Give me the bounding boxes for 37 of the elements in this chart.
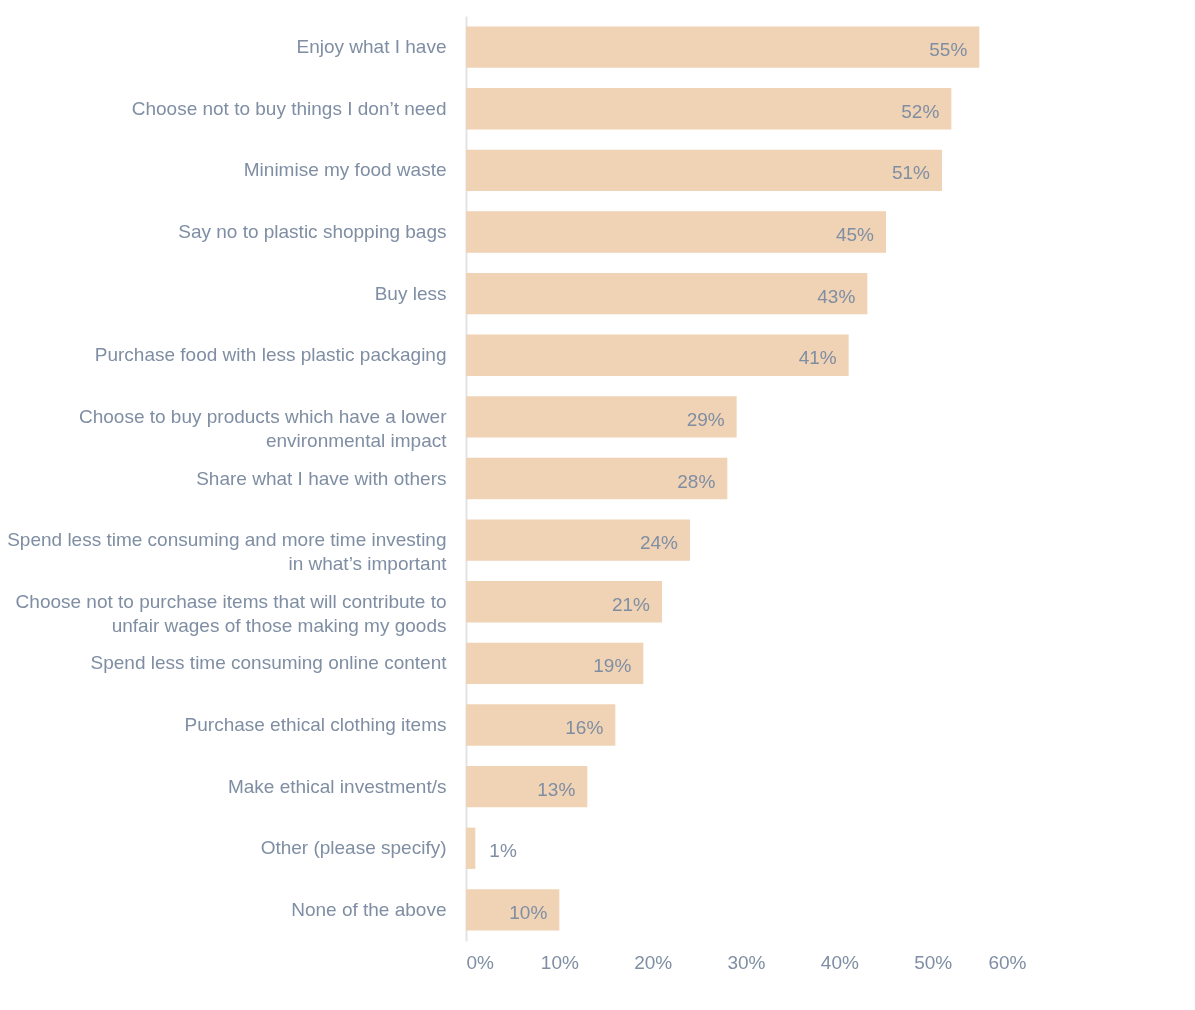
y-tick-label: Choose not to purchase items that will contribute to unfair wages of those making my goods [15,590,447,636]
data-label: 52% [901,100,940,122]
y-tick-label: Choose to buy products which have a lower environmental impact [78,405,448,451]
y-tick-label: Make ethical investment/s [227,775,447,797]
x-tick-label: 50% [914,951,953,973]
y-tick-label: None of the above [291,898,447,920]
y-tick-label: Purchase ethical clothing items [184,714,447,735]
x-tick-label: 20% [634,951,673,973]
data-label: 43% [817,285,856,307]
data-label: 13% [537,778,576,800]
x-tick-label: 30% [727,951,766,973]
data-label: 19% [593,655,632,677]
data-label: 10% [509,901,548,923]
x-tick-label: 60% [988,951,1027,973]
x-tick-label: 10% [540,951,579,973]
data-label: 28% [677,470,716,492]
data-label: 29% [686,408,725,430]
data-label: 21% [611,593,651,615]
y-tick-label: Minimise my food waste [243,159,447,181]
data-label: 51% [891,162,931,184]
y-tick-label: Buy less [374,282,447,304]
y-tick-label: Share what I have with others [196,467,447,489]
data-label: 45% [835,224,875,245]
y-tick-label: Spend less time consuming online content [90,652,448,674]
y-tick-label: Enjoy what I have [296,36,447,58]
data-label: 41% [798,347,837,369]
data-label: 1% [489,840,517,862]
y-tick-label: Say no to plastic shopping bags [178,221,447,242]
y-tick-label: Spend less time consuming and more time investing in what’s important [7,529,448,575]
y-tick-label: Other (please specify) [260,837,447,859]
data-label: 55% [929,39,968,61]
data-label: 24% [639,532,679,554]
x-tick-label: 40% [820,951,859,973]
y-tick-label: Choose not to buy things I don’t need [131,97,447,119]
data-label: 16% [565,717,604,738]
x-tick-label: 0% [466,951,495,973]
y-tick-label: Purchase food with less plastic packaging [94,344,447,366]
